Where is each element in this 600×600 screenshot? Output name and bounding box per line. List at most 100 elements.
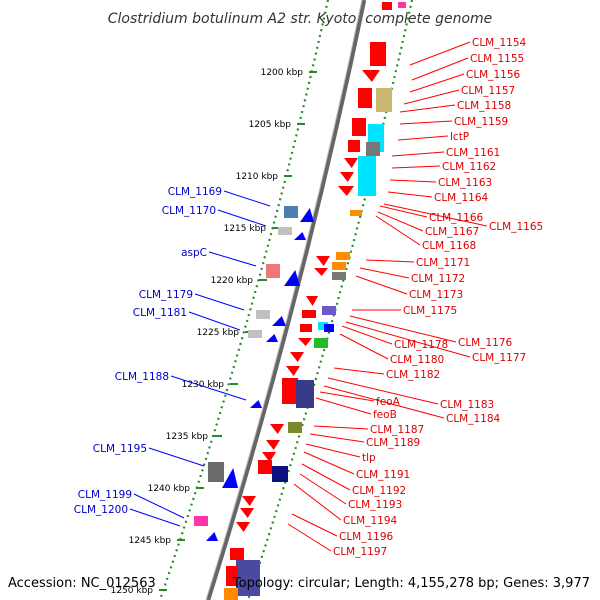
forward-feature-20 (306, 296, 318, 306)
gene-label[interactable]: CLM_1193 (348, 499, 402, 511)
forward-feature-33 (288, 422, 302, 433)
forward-feature-45 (224, 588, 238, 600)
gene-label[interactable]: CLM_1200 (74, 504, 128, 516)
gene-label[interactable]: CLM_1163 (438, 177, 492, 189)
gene-label[interactable]: CLM_1181 (133, 307, 187, 319)
gene-label[interactable]: CLM_1173 (409, 289, 463, 301)
gene-label[interactable]: CLM_1171 (416, 257, 470, 269)
leader-line (409, 41, 471, 66)
forward-feature-18 (316, 256, 330, 266)
gene-label[interactable]: CLM_1187 (370, 424, 424, 436)
gene-label[interactable]: CLM_1167 (425, 226, 479, 238)
forward-feature-12 (340, 172, 354, 182)
forward-feature-0 (382, 2, 392, 10)
forward-feature-39 (242, 496, 256, 506)
accession-text: Accession: NC_012563 (8, 576, 156, 591)
genome-backbone-highlight (205, 0, 363, 600)
gene-label[interactable]: CLM_1166 (429, 212, 484, 224)
gene-label[interactable]: CLM_1192 (352, 485, 406, 497)
forward-feature-9 (348, 140, 360, 152)
gene-label[interactable]: CLM_1164 (434, 192, 489, 204)
gene-label[interactable]: CLM_1157 (461, 85, 515, 97)
gene-labels: CLM_1154 CLM_1155 CLM_1156 CLM_1157 CLM_1158… (74, 37, 543, 558)
gene-label[interactable]: CLM_1175 (403, 305, 457, 317)
gene-label[interactable]: lctP (450, 131, 469, 143)
topology-text: Topology: circular; Length: 4,155,278 bp… (232, 576, 590, 591)
tick-label: 1210 kbp (236, 172, 279, 182)
forward-feature-42 (230, 548, 244, 560)
forward-feature-1 (398, 2, 406, 8)
tick-label: 1225 kbp (197, 328, 240, 338)
gene-label[interactable]: tlp (362, 452, 376, 464)
outer-ring (246, 0, 414, 600)
leader-line (355, 275, 408, 295)
tick-ring (158, 0, 330, 600)
leader-line (399, 120, 453, 125)
forward-feature-32 (296, 380, 314, 408)
leader-line (194, 293, 245, 311)
reverse-feature-13 (194, 516, 208, 526)
gene-label[interactable]: CLM_1158 (457, 100, 511, 112)
reverse-feature-4 (266, 264, 280, 278)
forward-feature-16 (332, 262, 346, 270)
gene-label[interactable]: CLM_1161 (446, 147, 500, 159)
gene-label[interactable]: CLM_1191 (356, 469, 410, 481)
gene-label[interactable]: CLM_1189 (366, 437, 420, 449)
gene-label[interactable]: CLM_1177 (472, 352, 526, 364)
gene-label[interactable]: CLM_1168 (422, 240, 476, 252)
reverse-feature-14 (206, 532, 218, 541)
outer-track (246, 0, 414, 600)
gene-label[interactable]: feoA (376, 396, 401, 408)
reverse-feature-6 (256, 310, 270, 319)
tick-label: 1200 kbp (261, 68, 304, 78)
reverse-feature-2 (278, 227, 292, 235)
leader-line (365, 259, 415, 263)
gene-label[interactable]: CLM_1169 (168, 186, 222, 198)
reverse-feature-12 (222, 468, 238, 488)
gene-label[interactable]: CLM_1155 (470, 53, 524, 65)
forward-feature-36 (262, 452, 276, 462)
gene-label[interactable]: CLM_1197 (333, 546, 387, 558)
gene-label[interactable]: CLM_1184 (446, 413, 501, 425)
leader-line (409, 73, 465, 93)
gene-label[interactable]: CLM_1188 (115, 371, 169, 383)
leader-line (379, 205, 428, 218)
gene-label[interactable]: CLM_1194 (343, 515, 398, 527)
forward-feature-44 (226, 566, 238, 586)
gene-label[interactable]: CLM_1156 (466, 69, 521, 81)
gene-label[interactable]: CLM_1154 (472, 37, 527, 49)
gene-label[interactable]: CLM_1165 (489, 221, 543, 233)
gene-label[interactable]: CLM_1172 (411, 273, 465, 285)
gene-label[interactable]: CLM_1196 (339, 531, 394, 543)
gene-label[interactable]: CLM_1182 (386, 369, 440, 381)
reverse-feature-3 (294, 232, 306, 240)
leader-line (391, 165, 441, 169)
reverse-feature-5 (284, 270, 300, 286)
gene-label[interactable]: CLM_1176 (458, 337, 513, 349)
tick-label: 1215 kbp (224, 224, 267, 234)
gene-label[interactable]: CLM_1179 (139, 289, 193, 301)
gene-label[interactable]: CLM_1178 (394, 339, 448, 351)
leader-line (313, 425, 369, 430)
reverse-feature-7 (272, 316, 286, 326)
forward-feature-25 (300, 324, 312, 332)
forward-feature-4 (358, 88, 372, 108)
leader-line (170, 375, 247, 401)
gene-label[interactable]: CLM_1195 (93, 443, 147, 455)
tick-label: 1230 kbp (182, 380, 225, 390)
leader-line (293, 483, 342, 521)
gene-label[interactable]: CLM_1199 (78, 489, 132, 501)
leader-line (291, 513, 338, 537)
leader-line (341, 325, 393, 345)
gene-label[interactable]: feoB (373, 409, 397, 421)
gene-label[interactable]: CLM_1159 (454, 116, 508, 128)
gene-label[interactable]: CLM_1170 (162, 205, 216, 217)
forward-feature-6 (352, 118, 366, 136)
leader-line (327, 377, 439, 405)
gene-label[interactable]: CLM_1183 (440, 399, 494, 411)
leader-line (217, 209, 267, 227)
gene-label[interactable]: CLM_1162 (442, 161, 496, 173)
forward-feature-13 (338, 186, 354, 196)
gene-label[interactable]: CLM_1180 (390, 354, 444, 366)
gene-label[interactable]: aspC (181, 247, 207, 259)
